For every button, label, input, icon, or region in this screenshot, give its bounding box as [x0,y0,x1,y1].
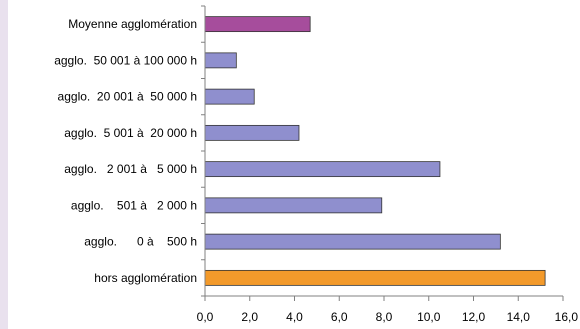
category-label: agglo. 0 à 500 h [84,235,197,249]
bar-5 [204,161,441,178]
bar-1 [204,16,311,33]
category-label: agglo. 5 001 à 20 000 h [64,126,197,140]
bar-2 [204,52,237,69]
bar-8 [204,269,546,286]
x-tick-label: 12,0 [462,310,486,324]
category-label: hors agglomération [94,271,197,285]
category-label: Moyenne agglomération [68,17,197,31]
bar-7 [204,233,501,250]
category-labels: Moyenne agglomération agglo. 50 001 à 100… [54,17,197,285]
axes: 0,0 2,0 4,0 6,0 8,0 10,0 12,0 14,0 16,0 [197,5,579,324]
x-tick-label: 6,0 [331,310,348,324]
category-label: agglo. 2 001 à 5 000 h [64,162,197,176]
bar-4 [204,124,300,141]
bar-3 [204,88,255,105]
category-label: agglo. 20 001 à 50 000 h [58,90,197,104]
bar-6 [204,197,383,214]
category-label: agglo. 50 001 à 100 000 h [54,53,197,67]
x-tick-label: 10,0 [417,310,441,324]
x-tick-label: 4,0 [286,310,303,324]
x-tick-label: 0,0 [197,310,214,324]
x-tick-label: 8,0 [376,310,393,324]
x-tick-label: 16,0 [555,310,579,324]
x-tick-label: 2,0 [241,310,258,324]
category-label: agglo. 501 à 2 000 h [71,198,197,212]
x-tick-label: 14,0 [507,310,531,324]
